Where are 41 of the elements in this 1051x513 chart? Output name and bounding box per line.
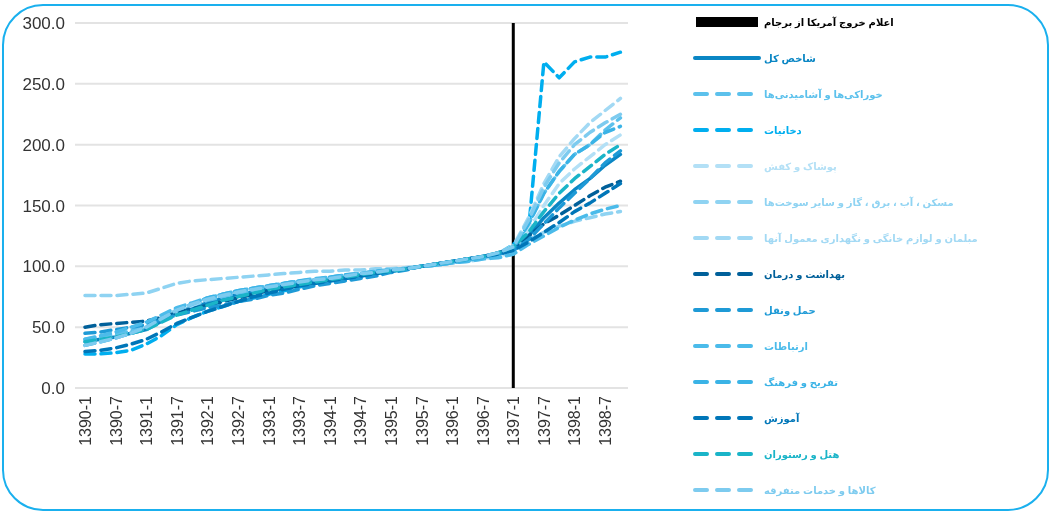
text: مسکن ، آب ، برق ، گاز و سایر سوخت‌ها: [764, 196, 954, 209]
line-series: [83, 181, 623, 354]
x-tick-label: 1397-7: [535, 395, 553, 446]
x-tick-label: 1396-7: [474, 395, 492, 446]
line-series: [83, 209, 623, 298]
x-tick-label: 1394-1: [321, 395, 339, 446]
x-tick-label: 1396-1: [444, 395, 462, 446]
x-tick-label: 1398-1: [566, 395, 584, 446]
x-tick-label: 1395-7: [413, 395, 431, 446]
x-tick-label: 1391-7: [168, 395, 186, 446]
text: آموزش: [764, 412, 801, 425]
y-tick-label: 0.0: [41, 379, 65, 398]
y-tick-label: 100.0: [22, 257, 65, 277]
text: هتل و رستوران: [764, 449, 840, 461]
text: مبلمان و لوازم خانگی و نگهداری معمول آنها: [764, 232, 978, 245]
text: دخانیات: [764, 125, 802, 136]
x-tick-label: 1393-7: [291, 395, 309, 446]
text: شاخص کل: [764, 53, 817, 65]
text: کالاها و خدمات متفرقه: [764, 485, 876, 497]
text: پوشاک و کفش: [764, 161, 838, 173]
x-tick-label: 1397-1: [505, 395, 523, 446]
x-tick-label: 1398-7: [597, 395, 615, 446]
x-tick-label: 1392-1: [199, 395, 217, 446]
y-tick-label: 250.0: [22, 74, 65, 94]
x-tick-label: 1391-1: [138, 395, 156, 446]
x-tick-label: 1394-7: [352, 395, 370, 446]
x-tick-label: 1395-1: [382, 395, 400, 446]
x-tick-label: 1392-7: [229, 395, 247, 446]
x-tick-label: 1390-1: [77, 395, 94, 446]
y-tick-label: 50.0: [31, 318, 65, 338]
text: تفریح و فرهنگ: [764, 377, 839, 389]
y-tick-label: 300.0: [22, 14, 65, 33]
ref-line-label: اعلام خروج آمریکا از برجام: [764, 16, 894, 29]
text: ارتباطات: [764, 341, 808, 353]
x-tick-label: 1390-7: [107, 395, 125, 446]
x-tick-label: 1393-1: [260, 395, 278, 446]
y-tick-label: 150.0: [22, 196, 65, 216]
text: حمل ونقل: [764, 305, 816, 317]
text: بهداشت و درمان: [764, 269, 846, 281]
text: خوراکی‌ها و آشامیدنی‌ها: [764, 88, 883, 101]
y-tick-label: 200.0: [22, 135, 65, 155]
